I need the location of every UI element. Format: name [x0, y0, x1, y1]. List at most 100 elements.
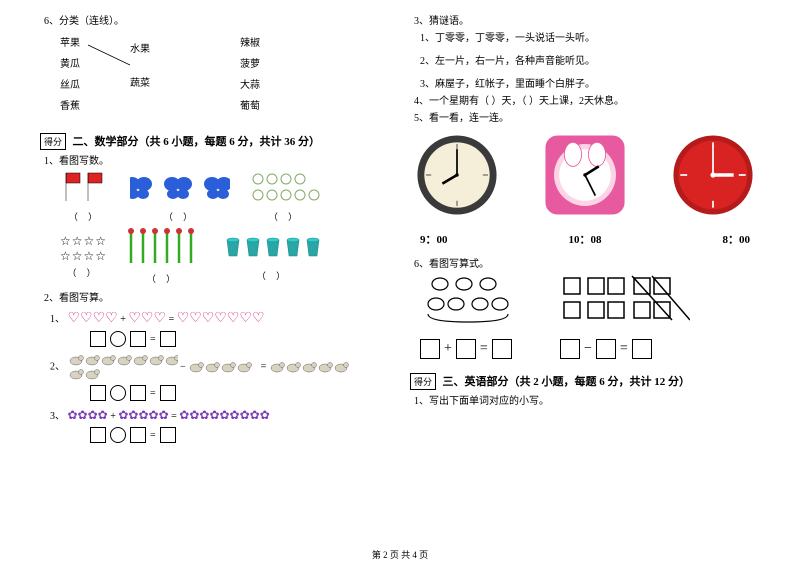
box [130, 427, 146, 443]
fig-row-2: ☆☆☆☆ ☆☆☆☆ （ ） （ ） [60, 227, 390, 285]
clock-1-icon [414, 132, 500, 218]
sticks-blank: （ ） [123, 272, 203, 285]
butterflies-cell: （ ） [130, 171, 230, 223]
match-area: 苹果 黄瓜 丝瓜 香蕉 水果 蔬菜 辣椒 菠萝 大蒜 葡萄 [60, 33, 390, 119]
match-left-3: 香蕉 [60, 96, 80, 117]
match-center-0: 水果 [130, 33, 170, 67]
apples-icon [250, 171, 320, 205]
clock-2-icon [542, 132, 628, 218]
box [160, 331, 176, 347]
box [632, 339, 652, 359]
score-box-right: 得分 [410, 373, 436, 390]
time-1: 9：00 [420, 231, 448, 247]
clocks-row [414, 132, 756, 221]
q2-title: 2、看图写算。 [44, 289, 390, 304]
fig-row-1: （ ） （ ） [60, 171, 390, 223]
q6r-right-eq: − = [560, 339, 690, 359]
section-2-title: 二、数学部分（共 6 小题，每题 6 分，共计 36 分） [73, 136, 321, 148]
buckets-blank: （ ） [223, 269, 323, 282]
equals: = [620, 341, 628, 357]
match-right-2: 大蒜 [240, 75, 260, 96]
eq2-op: − [180, 361, 188, 372]
box [456, 339, 476, 359]
ducks-left-icon [68, 353, 178, 381]
eq1-eq: = [169, 314, 175, 325]
box [90, 331, 106, 347]
ducks-row: 2、 − [50, 353, 390, 381]
stars-r1: ☆☆☆☆ [60, 234, 107, 249]
ducks-right-icon [188, 360, 258, 374]
times-row: 9：00 10：08 8：00 [420, 231, 750, 247]
apples-blank: （ ） [250, 210, 320, 223]
score-box-left: 得分 [40, 133, 66, 150]
flowers-res: ✿✿✿✿✿✿✿✿✿ [179, 408, 270, 422]
flowers-row: 3、 ✿✿✿✿ + ✿✿✿✿✿ = ✿✿✿✿✿✿✿✿✿ [50, 407, 390, 423]
box [492, 339, 512, 359]
q1-title: 1、看图写数。 [44, 152, 390, 167]
box [560, 339, 580, 359]
eq2-eq: = [261, 361, 269, 372]
time-2: 10：08 [569, 231, 602, 247]
q6r-right: − = [560, 274, 690, 359]
time-3: 8：00 [723, 231, 751, 247]
apples-cell: （ ） [250, 171, 320, 223]
box [130, 331, 146, 347]
q6r-left: + = [420, 274, 520, 359]
buckets-icon [223, 230, 323, 264]
page-footer: 第 2 页 共 4 页 [0, 548, 800, 561]
clock-2 [542, 132, 628, 221]
flags-icon [60, 171, 110, 205]
hearts-right: ♡♡♡ [128, 311, 166, 326]
match-right-0: 辣椒 [240, 33, 260, 54]
box [420, 339, 440, 359]
box [160, 427, 176, 443]
q6-title: 6、分类（连线）。 [44, 12, 390, 27]
match-left-2: 丝瓜 [60, 75, 80, 96]
buckets-cell: （ ） [223, 230, 323, 282]
op-circle [110, 385, 126, 401]
hearts-res: ♡♡♡♡♡♡♡ [177, 311, 265, 326]
ducks-res-icon [269, 360, 355, 374]
equals: = [150, 334, 156, 345]
stars-r2: ☆☆☆☆ [60, 249, 107, 264]
riddle-2: 2、左一片，右一片，各种声音能听见。 [420, 52, 760, 67]
butterflies-icon [130, 171, 230, 205]
box [130, 385, 146, 401]
riddle-3: 3、麻屋子，红帐子，里面睡个白胖子。 [420, 75, 760, 90]
flowers-right: ✿✿✿✿✿ [118, 408, 168, 422]
boxes-1: = [90, 331, 390, 347]
butterflies-blank: （ ） [130, 210, 230, 223]
match-left-1: 黄瓜 [60, 54, 80, 75]
plus: + [444, 341, 452, 357]
stars-blank: （ ） [60, 266, 107, 279]
q6r-left-icon [420, 274, 520, 330]
q6r-title: 6、看图写算式。 [414, 255, 760, 270]
eq1-label: 1、 [50, 314, 65, 325]
boxes-2: = [90, 385, 390, 401]
eq3-op: + [110, 411, 116, 422]
match-right-1: 菠萝 [240, 54, 260, 75]
minus: − [584, 341, 592, 357]
equals: = [480, 341, 488, 357]
q4-text: 4、一个星期有（ ）天，（ ）天上课，2天休息。 [414, 92, 760, 107]
flowers-left: ✿✿✿✿ [68, 408, 108, 422]
box [596, 339, 616, 359]
section-3-title: 三、英语部分（共 2 小题，每题 6 分，共计 12 分） [443, 376, 691, 388]
eng-q1: 1、写出下面单词对应的小写。 [414, 392, 760, 407]
match-right-3: 葡萄 [240, 96, 260, 117]
box [90, 427, 106, 443]
box [160, 385, 176, 401]
clock-1 [414, 132, 500, 221]
flags-cell: （ ） [60, 171, 110, 223]
match-left-0: 苹果 [60, 33, 80, 54]
riddle-1: 1、丁零零，丁零零，一头说话一头听。 [420, 29, 760, 44]
equals: = [150, 430, 156, 441]
q3-title: 3、猜谜语。 [414, 12, 760, 27]
q6r-left-eq: + = [420, 339, 520, 359]
q6r-area: + = [420, 274, 760, 359]
eq3-label: 3、 [50, 411, 65, 422]
flags-blank: （ ） [60, 210, 110, 223]
stars-cell: ☆☆☆☆ ☆☆☆☆ （ ） [60, 234, 107, 279]
q6r-right-icon [560, 274, 690, 330]
match-center-1: 蔬菜 [130, 67, 170, 101]
